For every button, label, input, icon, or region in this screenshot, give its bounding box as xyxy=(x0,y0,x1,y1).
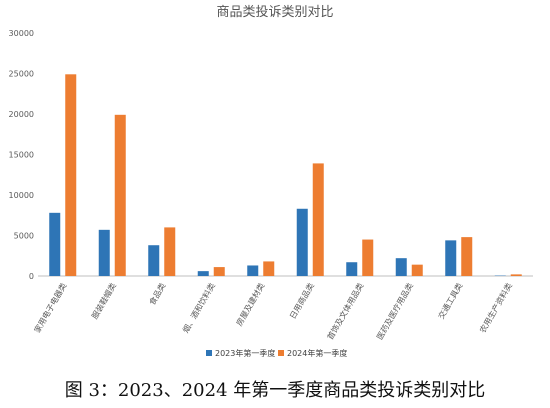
x-tick-label: 农用生产资料类 xyxy=(477,281,514,334)
y-tick-label: 30000 xyxy=(9,29,34,38)
y-tick-label: 25000 xyxy=(9,70,34,79)
bar-series-2023-7 xyxy=(395,258,407,276)
bar-series-2023-6 xyxy=(346,262,358,276)
bar-series-2023-5 xyxy=(296,208,308,276)
y-tick-label: 10000 xyxy=(9,191,34,200)
bar-series-2024-1 xyxy=(114,114,126,276)
x-tick-label: 家用电子电器类 xyxy=(32,281,69,334)
bar-series-2024-3 xyxy=(213,267,225,276)
bar-series-2024-7 xyxy=(411,264,423,276)
y-tick-label: 5000 xyxy=(14,232,34,241)
x-tick-label: 首饰及文体用品类 xyxy=(325,281,366,341)
bars xyxy=(49,74,522,276)
y-tick-label: 0 xyxy=(29,272,34,281)
y-tick-label: 15000 xyxy=(9,151,34,160)
bar-series-2024-2 xyxy=(164,227,176,276)
bar-series-2024-9 xyxy=(510,274,522,276)
x-tick-label: 医药及医疗用品类 xyxy=(374,281,415,341)
bar-series-2023-3 xyxy=(197,271,209,276)
bar-series-2024-5 xyxy=(312,163,324,276)
bar-series-2023-2 xyxy=(148,245,160,276)
x-tick-label: 日用商品类 xyxy=(287,281,316,321)
bar-series-2024-8 xyxy=(461,237,473,276)
bar-series-2024-6 xyxy=(362,239,374,276)
legend-label: 2024年第一季度 xyxy=(287,348,347,358)
legend-label: 2023年第一季度 xyxy=(215,348,275,358)
legend: 2023年第一季度 2024年第一季度 xyxy=(206,348,347,358)
x-tick-label: 烟、酒和饮料类 xyxy=(180,281,217,334)
legend-swatch xyxy=(206,350,212,356)
chart-title: 商品类投诉类别对比 xyxy=(216,4,333,20)
bar-series-2023-4 xyxy=(247,265,259,276)
x-tick-label: 房屋及建材类 xyxy=(234,281,267,328)
bar-series-2023-1 xyxy=(98,229,110,276)
y-tick-label: 20000 xyxy=(9,110,34,119)
bar-series-2023-8 xyxy=(445,240,457,276)
bar-series-2024-0 xyxy=(65,74,77,276)
figure-caption: 图 3：2023、2024 年第一季度商品类投诉类别对比 xyxy=(65,380,486,401)
x-tick-label: 交通工具类 xyxy=(436,281,465,321)
x-tick-label: 服装鞋帽类 xyxy=(89,281,118,321)
x-tick-label: 食品类 xyxy=(147,281,168,307)
y-axis: 0 5000 10000 15000 20000 25000 30000 xyxy=(9,29,34,281)
x-axis-labels: 家用电子电器类 服装鞋帽类 食品类 烟、酒和饮料类 房屋及建材类 日用商品类 首饰及文体用品… xyxy=(32,281,514,341)
bar-series-2024-4 xyxy=(263,261,275,276)
legend-swatch xyxy=(278,350,284,356)
bar-series-2023-0 xyxy=(49,212,61,276)
